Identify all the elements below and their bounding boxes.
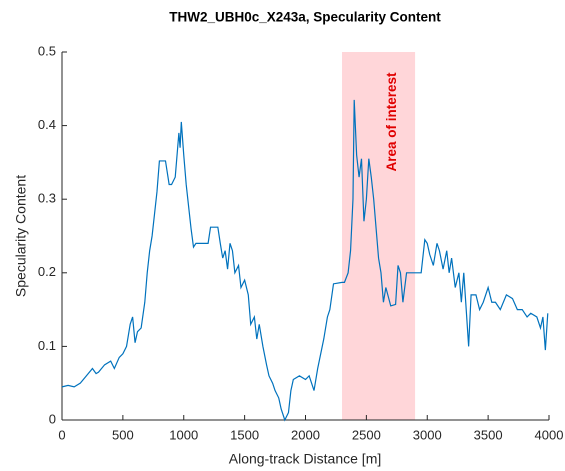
y-axis-label: Specularity Content xyxy=(13,175,29,297)
x-tick-label: 1500 xyxy=(230,427,259,442)
y-tick-label: 0.5 xyxy=(38,43,56,58)
x-tick-label: 1000 xyxy=(169,427,198,442)
x-tick-label: 3000 xyxy=(413,427,442,442)
annotation: Area of interest xyxy=(384,72,399,172)
x-tick-label: 2500 xyxy=(352,427,381,442)
x-tick-label: 2000 xyxy=(291,427,320,442)
highlight-band xyxy=(342,52,416,420)
x-tick-label: 3500 xyxy=(474,427,503,442)
data-line xyxy=(61,99,549,422)
y-tick-label: 0.1 xyxy=(38,338,56,353)
y-tick-label: 0.2 xyxy=(38,264,56,279)
y-tick-label: 0 xyxy=(49,411,56,426)
x-axis-label: Along-track Distance [m] xyxy=(229,451,382,467)
chart-title: THW2_UBH0c_X243a, Specularity Content xyxy=(169,10,441,25)
y-tick-label: 0.3 xyxy=(38,191,56,206)
x-tick-label: 500 xyxy=(112,427,134,442)
x-tick-label: 0 xyxy=(58,427,65,442)
x-tick-label: 4000 xyxy=(535,427,564,442)
y-tick-label: 0.4 xyxy=(38,117,56,132)
